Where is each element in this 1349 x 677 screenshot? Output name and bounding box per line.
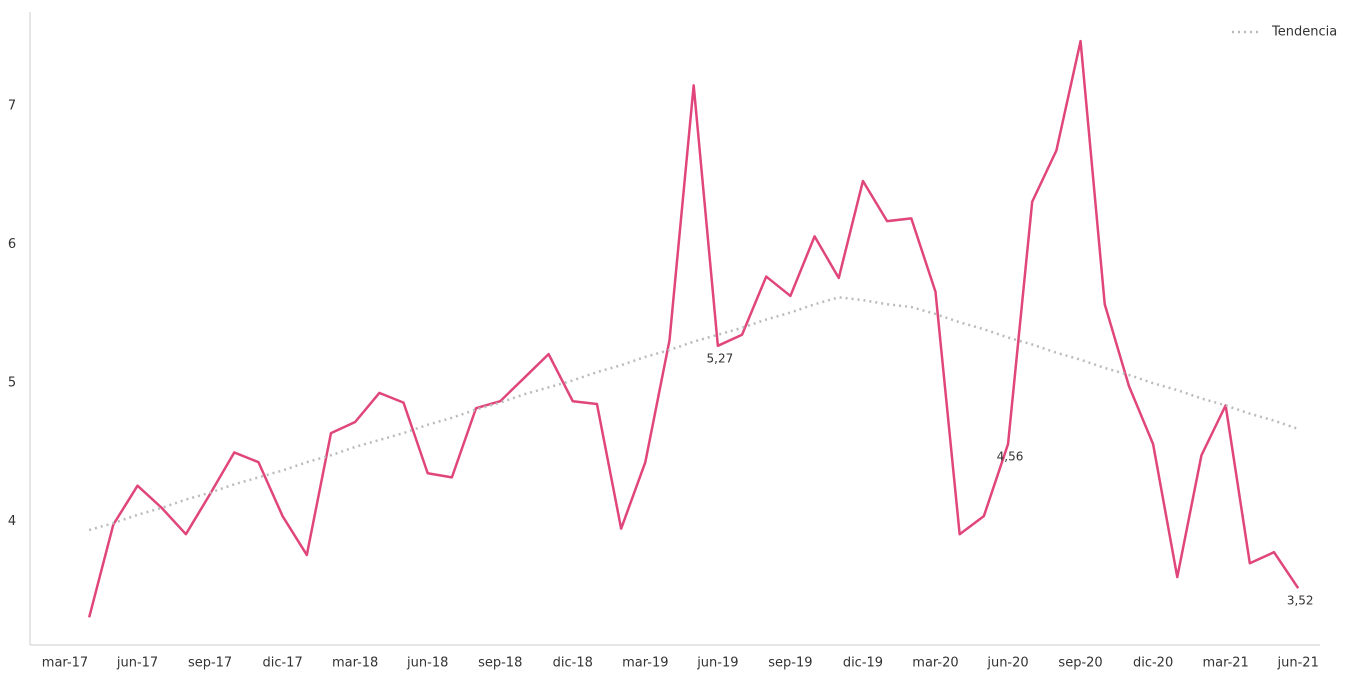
data-label: 4,56 — [997, 450, 1024, 464]
x-tick-label: sep-20 — [1058, 656, 1102, 671]
legend-label: Tendencia — [1271, 25, 1337, 40]
x-tick-label: sep-18 — [478, 656, 522, 671]
x-tick-label: mar-19 — [622, 656, 668, 671]
x-tick-label: mar-17 — [42, 656, 88, 671]
line-series — [88, 296, 1299, 532]
data-label: 3,52 — [1287, 594, 1314, 608]
y-tick-label: 7 — [8, 99, 16, 114]
y-tick-label: 6 — [8, 237, 16, 252]
x-tick-label: jun-18 — [406, 656, 448, 671]
x-tick-label: sep-17 — [188, 656, 232, 671]
x-tick-label: jun-20 — [986, 656, 1028, 671]
x-tick-label: dic-19 — [843, 656, 883, 671]
x-tick-label: sep-19 — [768, 656, 812, 671]
x-tick-label: mar-18 — [332, 656, 378, 671]
x-tick-label: jun-17 — [116, 656, 158, 671]
line-series — [87, 39, 1300, 618]
y-tick-label: 5 — [8, 376, 16, 391]
x-tick-label: dic-17 — [262, 656, 302, 671]
data-label: 5,27 — [707, 351, 734, 365]
x-tick-label: mar-21 — [1202, 656, 1248, 671]
x-tick-label: jun-21 — [1277, 656, 1319, 671]
x-tick-label: mar-20 — [912, 656, 958, 671]
y-tick-label: 4 — [8, 514, 16, 529]
x-tick-label: dic-20 — [1133, 656, 1173, 671]
x-tick-label: jun-19 — [696, 656, 738, 671]
x-tick-label: dic-18 — [553, 656, 593, 671]
